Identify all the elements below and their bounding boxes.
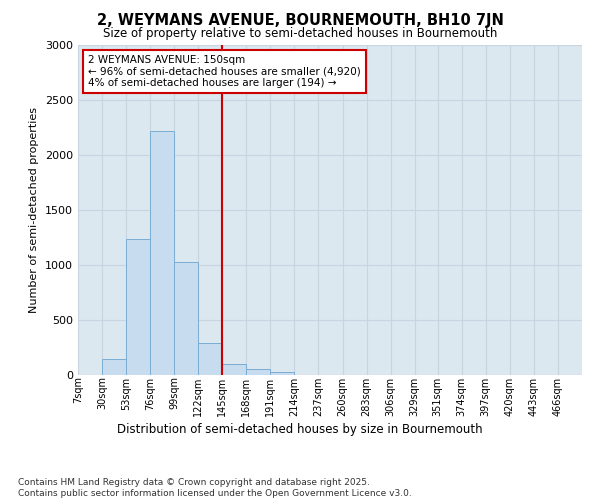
Text: 2, WEYMANS AVENUE, BOURNEMOUTH, BH10 7JN: 2, WEYMANS AVENUE, BOURNEMOUTH, BH10 7JN xyxy=(97,12,503,28)
Text: Distribution of semi-detached houses by size in Bournemouth: Distribution of semi-detached houses by … xyxy=(117,422,483,436)
Bar xyxy=(102,359,126,375)
Bar xyxy=(247,369,271,375)
Text: Contains HM Land Registry data © Crown copyright and database right 2025.
Contai: Contains HM Land Registry data © Crown c… xyxy=(18,478,412,498)
Bar xyxy=(222,364,247,375)
Y-axis label: Number of semi-detached properties: Number of semi-detached properties xyxy=(29,107,40,313)
Bar xyxy=(198,342,222,375)
Bar xyxy=(271,372,295,375)
Bar xyxy=(150,131,174,375)
Text: 2 WEYMANS AVENUE: 150sqm
← 96% of semi-detached houses are smaller (4,920)
4% of: 2 WEYMANS AVENUE: 150sqm ← 96% of semi-d… xyxy=(88,55,361,88)
Bar xyxy=(126,238,150,375)
Text: Size of property relative to semi-detached houses in Bournemouth: Size of property relative to semi-detach… xyxy=(103,28,497,40)
Bar xyxy=(174,262,198,375)
